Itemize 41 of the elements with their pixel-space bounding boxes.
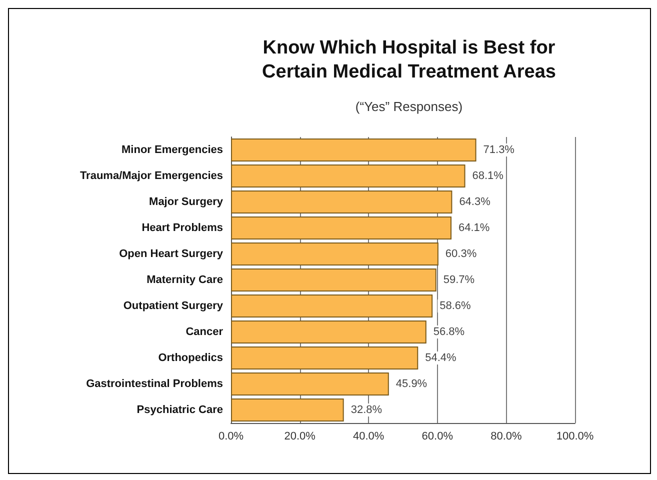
data-label: 32.8% bbox=[350, 404, 382, 416]
bar bbox=[231, 346, 418, 370]
y-tick-label: Gastrointestinal Problems bbox=[86, 378, 223, 390]
y-tick-label: Psychiatric Care bbox=[136, 404, 223, 416]
data-label: 45.9% bbox=[396, 378, 428, 390]
y-tick-label: Major Surgery bbox=[149, 196, 224, 208]
x-tick-label: 100.0% bbox=[556, 430, 594, 442]
y-tick-label: Outpatient Surgery bbox=[123, 300, 224, 312]
y-tick-label: Maternity Care bbox=[146, 274, 223, 286]
bar bbox=[231, 190, 452, 214]
data-label: 54.4% bbox=[425, 352, 457, 364]
bar bbox=[231, 372, 389, 396]
y-tick-label: Trauma/Major Emergencies bbox=[80, 170, 223, 182]
bar bbox=[231, 242, 438, 266]
data-label: 56.8% bbox=[433, 326, 465, 338]
data-label: 71.3% bbox=[483, 144, 515, 156]
y-tick-label: Orthopedics bbox=[158, 352, 223, 364]
data-label: 68.1% bbox=[472, 170, 504, 182]
y-tick-label: Cancer bbox=[186, 326, 224, 338]
x-tick-label: 40.0% bbox=[353, 430, 384, 442]
bar bbox=[231, 294, 433, 318]
bar bbox=[231, 320, 426, 344]
chart-title: Know Which Hospital is Best for Certain Medical Treatment Areas bbox=[262, 38, 556, 82]
x-tick-label: 80.0% bbox=[490, 430, 522, 442]
bar bbox=[231, 398, 344, 422]
data-label: 59.7% bbox=[443, 274, 475, 286]
data-label: 58.6% bbox=[440, 300, 471, 312]
data-label: 64.1% bbox=[458, 222, 490, 234]
y-tick-label: Minor Emergencies bbox=[122, 144, 223, 156]
data-label: 64.3% bbox=[459, 196, 491, 208]
data-label: 60.3% bbox=[445, 248, 477, 260]
y-tick-label: Heart Problems bbox=[142, 222, 223, 234]
x-tick-label: 0.0% bbox=[218, 430, 244, 442]
x-tick-label: 60.0% bbox=[422, 430, 454, 442]
chart-subtitle: (“Yes” Responses) bbox=[355, 99, 463, 114]
bar bbox=[231, 268, 436, 292]
y-tick-label: Open Heart Surgery bbox=[119, 248, 224, 260]
x-tick-label: 20.0% bbox=[284, 430, 316, 442]
bar bbox=[231, 138, 476, 162]
bar bbox=[231, 216, 452, 240]
bar bbox=[231, 164, 466, 188]
